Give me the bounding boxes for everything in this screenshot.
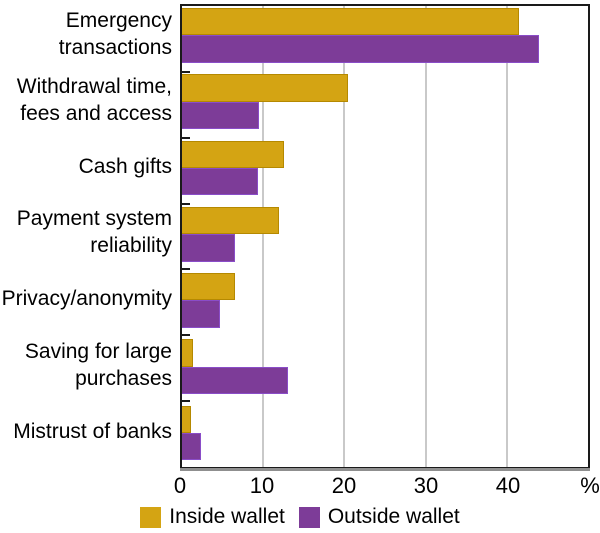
bar-group [182,271,588,337]
bar-outside-wallet [182,432,201,461]
x-axis-line [180,468,590,471]
x-tick-label: 10 [249,473,275,498]
bar-group [182,6,588,72]
bar-inside-wallet [182,339,193,367]
gridline [505,6,508,467]
bar-inside-wallet [182,74,349,102]
category-boundary-tick [182,136,190,139]
inside-wallet-swatch-icon [140,506,162,528]
category-label: Privacy/anonymity [1,287,172,311]
x-axis-tick-labels: % 0 10 20 30 40 [174,473,600,499]
gridline [424,6,427,467]
category-boundary-tick [182,202,190,205]
category-label: Payment system reliability [16,207,172,258]
bar-group [182,72,588,138]
legend-label-outside-wallet: Outside wallet [327,505,460,528]
x-tick-label: 30 [413,473,439,498]
category-label: Saving for large purchases [24,339,172,390]
bar-outside-wallet [182,366,288,395]
bar-outside-wallet [182,167,258,196]
bar-group [182,205,588,271]
category-label: Mistrust of banks [13,419,172,443]
bar-inside-wallet [182,405,191,433]
legend-label-inside-wallet: Inside wallet [169,505,285,528]
legend-item-outside-wallet: Outside wallet [298,505,460,529]
bar-inside-wallet [182,140,284,168]
gridline [343,6,346,467]
x-axis-unit-label: % [580,473,600,498]
bar-outside-wallet [182,234,235,262]
bar-outside-wallet [182,300,221,328]
bar-inside-wallet [182,206,280,235]
category-boundary-tick [182,70,190,73]
category-label: Cash gifts [78,154,172,178]
category-boundary-tick [182,400,190,403]
legend: Inside wallet Outside wallet [0,504,600,530]
plot-area [180,4,590,468]
bar-outside-wallet [182,35,540,63]
bar-group [182,337,588,403]
bar-group [182,139,588,205]
gridline [262,6,265,467]
category-boundary-tick [182,268,190,271]
bar-inside-wallet [182,273,235,301]
legend-item-inside-wallet: Inside wallet [140,505,285,529]
bar-outside-wallet [182,101,260,130]
category-boundary-tick [182,334,190,337]
category-labels: Emergency transactions Withdrawal time, f… [0,4,172,468]
x-tick-label: 0 [173,473,187,498]
category-label: Withdrawal time, fees and access [16,74,172,125]
bar-group [182,404,588,470]
x-tick-label: 40 [495,473,521,498]
bar-inside-wallet [182,8,519,36]
x-tick-label: 20 [331,473,357,498]
category-label: Emergency transactions [58,8,172,59]
outside-wallet-swatch-icon [298,506,320,528]
